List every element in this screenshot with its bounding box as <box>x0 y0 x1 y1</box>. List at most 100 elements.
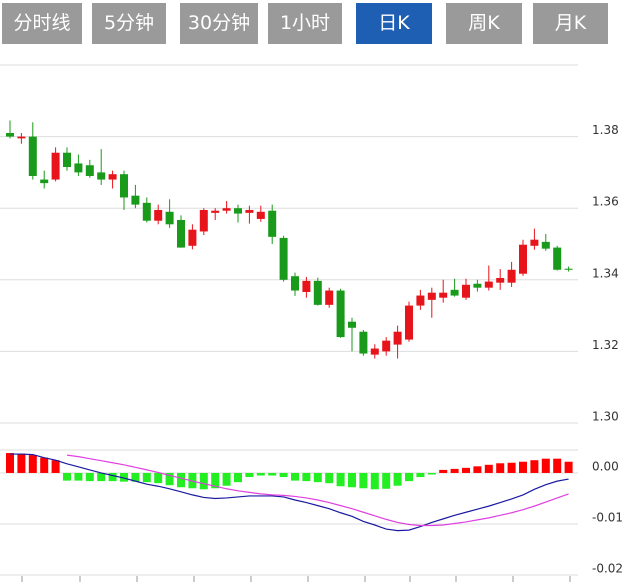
candle-body <box>165 211 174 225</box>
macd-bar <box>359 472 368 489</box>
tab[interactable]: 30分钟 <box>180 3 258 44</box>
candle-body <box>268 210 277 237</box>
candle-body <box>370 348 379 355</box>
candle-body <box>553 247 562 270</box>
macd-bar <box>496 463 505 473</box>
macd-bar <box>131 472 140 482</box>
candle-body <box>234 208 242 214</box>
macd-bar <box>462 467 470 473</box>
tab-bar: 分时线 5分钟 30分钟 1小时 日K 周K 月K <box>0 3 643 45</box>
macd-bar <box>302 472 311 482</box>
tab[interactable]: 月K <box>533 3 608 44</box>
candle-body <box>188 229 197 246</box>
candle-body <box>484 281 493 288</box>
y-tick-label: 1.36 <box>592 195 619 209</box>
macd-bar <box>268 472 277 476</box>
macd-bar <box>382 472 391 489</box>
candle-body <box>462 284 470 298</box>
macd-bar <box>291 472 299 481</box>
macd-bar <box>28 455 37 473</box>
macd-bar <box>313 472 322 483</box>
candle-body <box>85 165 94 176</box>
macd-bar <box>541 458 550 473</box>
candle-body <box>359 331 368 354</box>
y-tick-label: 1.38 <box>592 123 619 137</box>
tab[interactable]: 5分钟 <box>92 3 166 44</box>
macd-bar <box>222 472 231 486</box>
candle-body <box>416 295 425 306</box>
candle-body <box>199 209 208 232</box>
macd-bar <box>564 461 573 473</box>
candle-body <box>473 283 482 288</box>
macd-bar <box>348 472 356 488</box>
macd-bar <box>393 472 402 486</box>
macd-bar <box>85 472 94 482</box>
macd-bar <box>279 472 288 478</box>
candle-body <box>108 174 117 180</box>
macd-bar <box>17 453 26 473</box>
macd-bar <box>416 472 425 478</box>
y-tick-label: -0.02 <box>592 562 623 576</box>
y-tick-label: 1.32 <box>592 338 619 352</box>
candle-body <box>6 133 14 137</box>
macd-bar <box>519 461 527 473</box>
candle-body <box>51 152 60 180</box>
candle-body <box>564 268 573 270</box>
candle-body <box>40 179 49 184</box>
macd-line <box>66 454 569 527</box>
macd-bar <box>177 472 185 488</box>
macd-bar <box>154 472 163 484</box>
candle-body <box>348 321 356 328</box>
tab[interactable]: 1小时 <box>268 3 342 44</box>
tab[interactable]: 分时线 <box>2 3 82 44</box>
candle-body <box>530 239 539 246</box>
candle-body <box>439 292 448 298</box>
macd-bar <box>199 472 208 490</box>
candle-body <box>131 195 140 205</box>
candle-body <box>336 290 345 338</box>
macd-bar <box>165 472 174 486</box>
candle-body <box>519 244 527 274</box>
candle-body <box>541 241 550 249</box>
candle-body <box>63 152 71 168</box>
candle-body <box>313 280 322 305</box>
candle-body <box>325 290 334 305</box>
macd-bar <box>40 457 49 473</box>
macd-bar <box>439 469 448 473</box>
x-axis-ticks <box>21 576 571 582</box>
macd-bar <box>473 466 482 473</box>
candle-body <box>120 174 128 198</box>
macd-bar <box>74 472 83 481</box>
candle-body <box>291 276 299 291</box>
y-tick-label: 1.34 <box>592 266 619 280</box>
candle-body <box>154 209 163 221</box>
tab[interactable]: 周K <box>446 3 522 44</box>
candle-body <box>382 340 391 352</box>
macd-bar <box>97 472 106 482</box>
macd-bar <box>120 472 128 482</box>
macd-bar <box>553 458 562 473</box>
candle-body <box>17 136 26 139</box>
candle-body <box>256 211 265 219</box>
y-tick-label: 0.00 <box>592 459 619 473</box>
candle-body <box>302 280 311 292</box>
candle-body <box>393 331 402 345</box>
macd-bar <box>427 472 436 475</box>
y-tick-label: 1.30 <box>592 410 619 424</box>
candle-body <box>245 209 254 213</box>
macd-bar <box>370 472 379 490</box>
macd-line <box>10 453 569 532</box>
macd-bar <box>142 472 151 483</box>
macd-bar <box>245 472 254 478</box>
macd-bar <box>234 472 242 483</box>
macd-bar <box>325 472 334 484</box>
candle-body <box>507 269 516 283</box>
candle-body <box>97 172 106 180</box>
macd-bar <box>405 472 413 482</box>
tab[interactable]: 日K <box>356 3 432 44</box>
macd-bar <box>530 460 539 473</box>
candle-body <box>222 208 231 211</box>
macd-bar <box>6 453 14 473</box>
candle-body <box>74 163 83 173</box>
